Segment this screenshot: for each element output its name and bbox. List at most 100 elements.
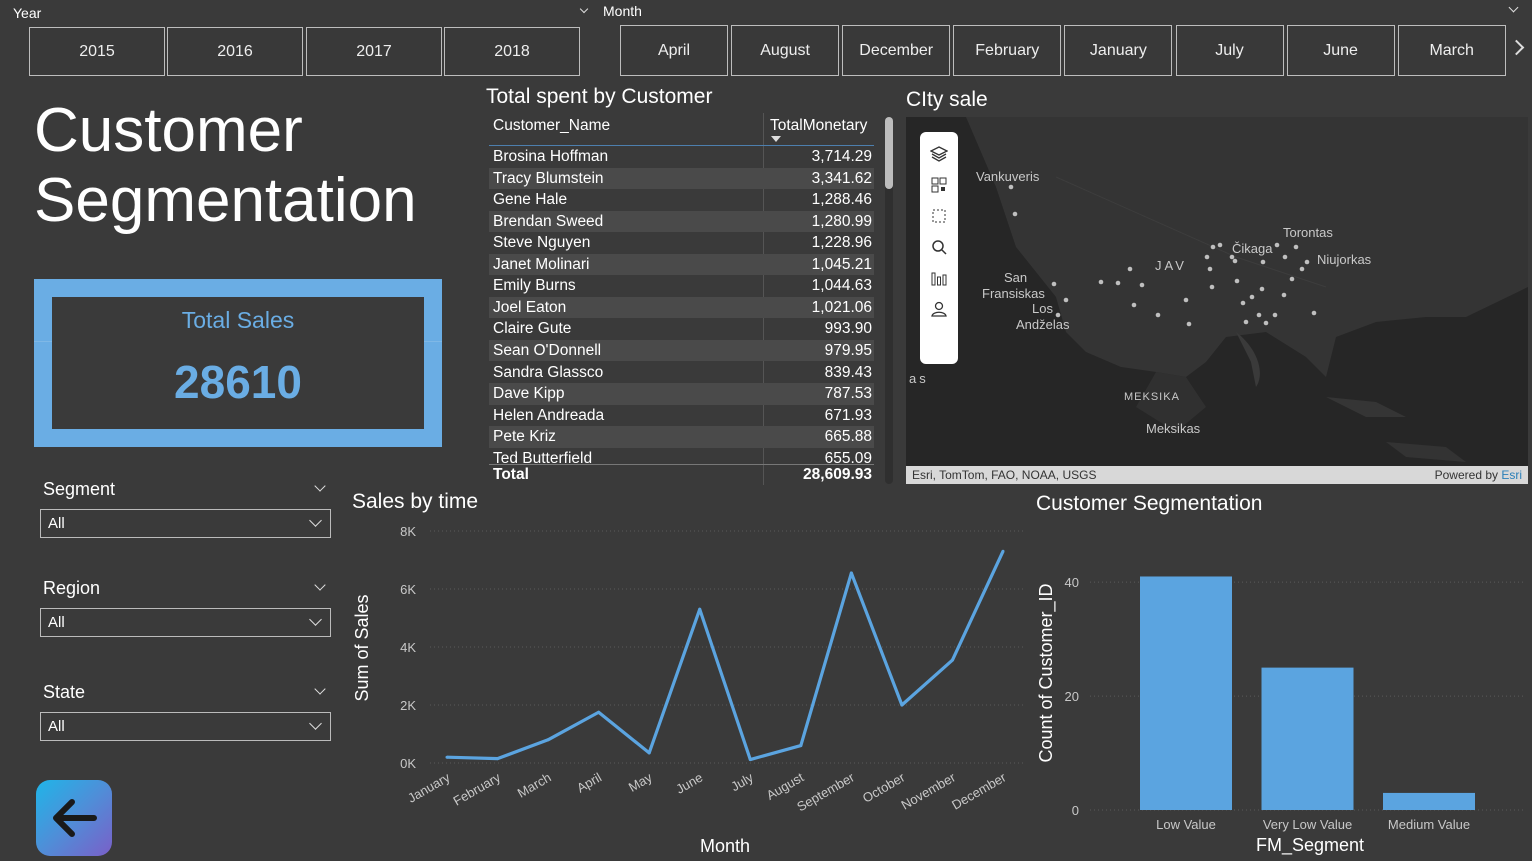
- month-tile-february[interactable]: February: [953, 25, 1062, 76]
- city-dot[interactable]: [1256, 312, 1262, 318]
- sales-line[interactable]: [446, 550, 1005, 762]
- line-point[interactable]: [799, 744, 803, 748]
- table-row[interactable]: Emily Burns 1,044.63: [489, 275, 874, 297]
- city-dot[interactable]: [1098, 279, 1104, 285]
- city-dot[interactable]: [1204, 254, 1210, 260]
- month-slicer-chevron-icon[interactable]: [1508, 2, 1519, 13]
- segment-dropdown[interactable]: All: [40, 509, 331, 538]
- table-scrollbar[interactable]: [885, 117, 893, 484]
- table-row[interactable]: Helen Andreada 671.93: [489, 405, 874, 427]
- table-row[interactable]: Brosina Hoffman 3,714.29: [489, 146, 874, 168]
- state-dropdown[interactable]: All: [40, 712, 331, 741]
- line-point[interactable]: [748, 758, 752, 762]
- city-dot[interactable]: [1012, 211, 1018, 217]
- bar-chart-icon[interactable]: [928, 267, 950, 289]
- sort-desc-icon[interactable]: [771, 136, 781, 142]
- table-row[interactable]: Joel Eaton 1,021.06: [489, 296, 874, 319]
- line-point[interactable]: [445, 755, 449, 759]
- city-dot[interactable]: [1155, 312, 1161, 318]
- region-filter-chevron-icon[interactable]: [314, 579, 326, 591]
- city-dot[interactable]: [1282, 254, 1288, 260]
- bar[interactable]: [1383, 792, 1475, 810]
- month-tile-july[interactable]: July: [1175, 25, 1284, 76]
- city-dot[interactable]: [1115, 280, 1121, 286]
- table-row[interactable]: Steve Nguyen 1,228.96: [489, 232, 874, 254]
- city-dot[interactable]: [1139, 282, 1145, 288]
- city-dot[interactable]: [1304, 259, 1310, 265]
- line-point[interactable]: [496, 757, 500, 761]
- line-point[interactable]: [900, 703, 904, 707]
- customer-table-header-name[interactable]: Customer_Name: [493, 117, 611, 134]
- city-dot[interactable]: [1260, 259, 1266, 265]
- year-tile-2018[interactable]: 2018: [444, 27, 580, 76]
- city-dot[interactable]: [1259, 286, 1265, 292]
- table-row[interactable]: Gene Hale 1,288.46: [489, 189, 874, 211]
- table-row[interactable]: Sean O'Donnell 979.95: [489, 339, 874, 362]
- city-dot[interactable]: [1008, 184, 1014, 190]
- back-button[interactable]: [36, 780, 112, 856]
- city-dot[interactable]: [1131, 302, 1137, 308]
- city-dot[interactable]: [1311, 310, 1317, 316]
- bar[interactable]: [1261, 667, 1354, 810]
- month-tile-august[interactable]: August: [731, 25, 840, 76]
- customer-table-header-value[interactable]: TotalMonetary: [770, 117, 868, 134]
- select-rect-icon[interactable]: [928, 205, 950, 227]
- city-dot[interactable]: [1210, 244, 1216, 250]
- month-tile-march[interactable]: March: [1397, 25, 1506, 76]
- year-tile-2015[interactable]: 2015: [29, 27, 165, 76]
- line-point[interactable]: [546, 738, 550, 742]
- city-dot[interactable]: [1243, 319, 1249, 325]
- city-dot[interactable]: [1289, 276, 1295, 282]
- city-dot[interactable]: [1217, 242, 1223, 248]
- city-dot[interactable]: [1249, 294, 1255, 300]
- table-row[interactable]: Tracy Blumstein 3,341.62: [489, 167, 874, 190]
- year-tile-2017[interactable]: 2017: [306, 27, 442, 76]
- state-filter-chevron-icon[interactable]: [314, 683, 326, 695]
- city-dot[interactable]: [1055, 312, 1061, 318]
- person-icon[interactable]: [928, 298, 950, 320]
- city-dot[interactable]: [1263, 320, 1269, 326]
- table-scrollbar-thumb[interactable]: [885, 117, 893, 189]
- month-tile-january[interactable]: January: [1064, 25, 1173, 76]
- city-dot[interactable]: [1063, 297, 1069, 303]
- city-dot[interactable]: [1281, 292, 1287, 298]
- line-point[interactable]: [849, 571, 853, 575]
- year-slicer-chevron-icon[interactable]: [579, 4, 589, 14]
- layers-icon[interactable]: [928, 143, 950, 165]
- year-tile-2016[interactable]: 2016: [167, 27, 303, 76]
- city-sales-map[interactable]: Vankuveris Čikaga Torontas Niujorkas JAV…: [906, 117, 1528, 484]
- month-tile-december[interactable]: December: [842, 25, 951, 76]
- city-dot[interactable]: [1229, 254, 1235, 260]
- city-dot[interactable]: [1051, 281, 1057, 287]
- table-row[interactable]: Claire Gute 993.90: [489, 318, 874, 340]
- month-tile-april[interactable]: April: [620, 25, 728, 76]
- bar[interactable]: [1140, 576, 1232, 810]
- city-dot[interactable]: [1299, 266, 1305, 272]
- city-dot[interactable]: [1207, 266, 1213, 272]
- month-tile-june[interactable]: June: [1286, 25, 1395, 76]
- city-dot[interactable]: [1183, 297, 1189, 303]
- city-dot[interactable]: [1274, 242, 1280, 248]
- table-row[interactable]: Janet Molinari 1,045.21: [489, 253, 874, 276]
- line-point[interactable]: [1001, 549, 1005, 553]
- city-dot[interactable]: [1186, 321, 1192, 327]
- city-dot[interactable]: [1272, 312, 1278, 318]
- line-point[interactable]: [698, 607, 702, 611]
- search-icon[interactable]: [928, 236, 950, 258]
- line-point[interactable]: [647, 751, 651, 755]
- table-row[interactable]: Sandra Glassco 839.43: [489, 362, 874, 384]
- table-row[interactable]: Pete Kriz 665.88: [489, 426, 874, 448]
- table-row[interactable]: Ted Butterfield 655.09: [489, 448, 874, 464]
- month-slicer-next-icon[interactable]: [1508, 39, 1525, 56]
- city-dot[interactable]: [1240, 300, 1246, 306]
- table-row[interactable]: Dave Kipp 787.53: [489, 383, 874, 405]
- city-dot[interactable]: [1232, 258, 1238, 264]
- city-dot[interactable]: [1209, 284, 1215, 290]
- city-dot[interactable]: [1293, 244, 1299, 250]
- segment-filter-chevron-icon[interactable]: [314, 480, 326, 492]
- qr-icon[interactable]: [928, 174, 950, 196]
- line-point[interactable]: [597, 710, 601, 714]
- city-dot[interactable]: [1127, 266, 1133, 272]
- line-point[interactable]: [950, 658, 954, 662]
- region-dropdown[interactable]: All: [40, 608, 331, 637]
